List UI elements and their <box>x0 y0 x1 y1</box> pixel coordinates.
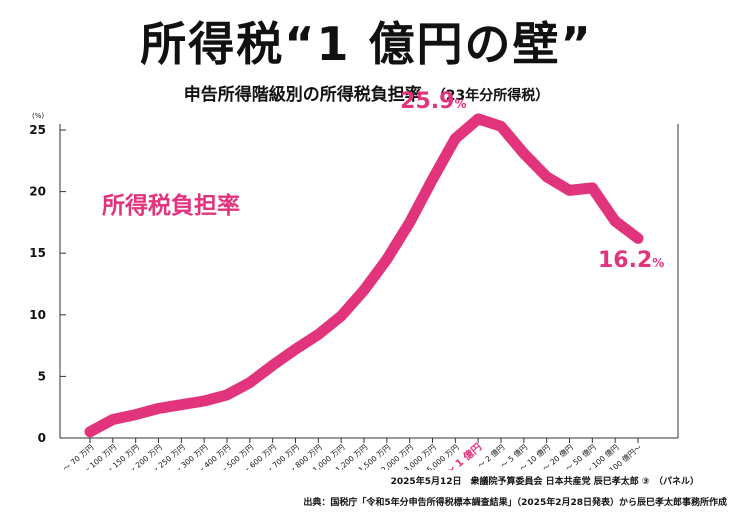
data-point <box>133 412 138 417</box>
series-line <box>84 113 644 438</box>
data-point <box>316 332 321 337</box>
footer-line1: 2025年5月12日 衆議院予算委員会 日本共産党 辰巳孝太郎 ③ （パネル） <box>390 477 699 487</box>
last-unit: % <box>652 256 665 271</box>
subtitle-main: 申告所得階級別の所得税負担率 <box>183 85 422 105</box>
series-label: 所得税負担率 <box>102 193 240 219</box>
data-point <box>499 124 503 129</box>
data-point <box>88 429 92 434</box>
data-point <box>636 236 640 241</box>
last-annotation: 16.2% <box>598 248 664 273</box>
data-point <box>567 188 572 193</box>
data-point <box>384 257 389 262</box>
data-point <box>430 177 435 182</box>
peak-value: 25.9 <box>400 88 455 114</box>
chart-title: 所得税“1 億円の壁” <box>140 17 593 71</box>
y-tick-label: 0 <box>38 431 46 445</box>
data-point <box>407 220 412 225</box>
last-value: 16.2 <box>598 248 653 274</box>
chart-axes: (%) 0 5 10 15 20 25 <box>29 112 679 445</box>
data-point <box>293 347 298 352</box>
data-point <box>521 151 526 156</box>
data-point <box>179 402 184 407</box>
y-tick-label: 10 <box>29 308 46 322</box>
peak-annotation: 25.9% <box>400 89 466 114</box>
data-point <box>247 380 252 385</box>
chart-plot <box>84 113 644 438</box>
line-chart: (%) 0 5 10 15 20 25 ～ 70 万円～ 100 万円～ 150 万円～ 2… <box>29 112 679 470</box>
data-point <box>544 174 549 179</box>
data-point <box>339 314 344 319</box>
y-tick-label: 25 <box>29 123 46 137</box>
subtitle-note: （23年分所得税） <box>431 88 550 104</box>
data-point <box>453 136 458 141</box>
y-tick-label: 20 <box>29 185 46 199</box>
data-point <box>476 116 481 121</box>
y-unit-label: (%) <box>32 112 44 120</box>
data-point <box>110 417 115 422</box>
data-point <box>362 288 366 293</box>
data-point <box>225 392 229 397</box>
y-tick-label: 5 <box>38 369 46 383</box>
footer-source: 出典：国税庁「令和5年分申告所得税標本調査結果」（2025年2月28日発表）から… <box>303 498 727 508</box>
data-point <box>590 185 595 190</box>
y-tick-label: 15 <box>29 246 46 260</box>
x-tick-labels: ～ 70 万円～ 100 万円～ 150 万円～ 200 万円～ 250 万円～… <box>61 440 643 470</box>
data-point <box>202 399 207 404</box>
peak-unit: % <box>454 96 467 111</box>
data-point <box>613 219 618 224</box>
data-point <box>270 363 275 368</box>
chart-subtitle: 申告所得階級別の所得税負担率 （23年分所得税） <box>0 80 733 105</box>
data-point <box>156 406 161 411</box>
